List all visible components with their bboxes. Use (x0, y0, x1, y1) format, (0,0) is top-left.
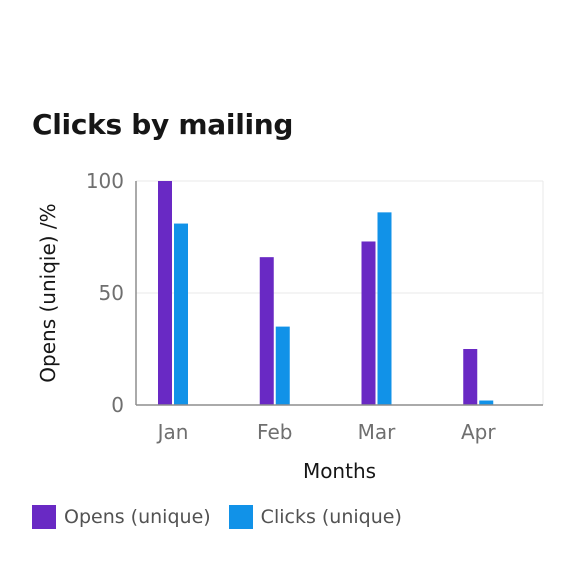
y-tick-label: 0 (111, 393, 124, 417)
bar-opens-mar (361, 241, 376, 405)
x-axis-label: Months (303, 459, 376, 483)
bar-clicks-jan (174, 223, 188, 405)
bar-clicks-feb (275, 326, 290, 405)
tick-labels: 0 50 100 Jan Feb Mar Apr (86, 169, 497, 444)
bar-opens-feb (259, 257, 274, 405)
legend-swatch-opens (32, 505, 56, 529)
y-axis-label: Opens (uniqie) /% (36, 203, 60, 382)
chart-title: Clicks by mailing (32, 108, 294, 141)
y-tick-label: 100 (86, 169, 124, 193)
legend-label-clicks: Clicks (unique) (260, 506, 402, 528)
grid-lines (136, 180, 544, 405)
legend-label-opens: Opens (unique) (64, 506, 211, 528)
x-tick-label: Jan (156, 420, 189, 444)
axes (135, 181, 543, 406)
x-tick-label: Apr (461, 420, 496, 444)
x-tick-label: Mar (358, 420, 397, 444)
bar-opens-apr (463, 349, 478, 405)
x-tick-label: Feb (257, 420, 292, 444)
y-tick-label: 50 (99, 281, 124, 305)
bar-clicks-apr (479, 400, 494, 405)
legend: Opens (unique) Clicks (unique) (32, 505, 402, 529)
legend-swatch-clicks (228, 505, 253, 529)
legend-item-clicks[interactable]: Clicks (unique) (228, 505, 402, 529)
bars (158, 181, 494, 405)
legend-item-opens[interactable]: Opens (unique) (32, 505, 211, 529)
bar-opens-jan (158, 181, 172, 405)
bar-clicks-mar (377, 212, 392, 405)
